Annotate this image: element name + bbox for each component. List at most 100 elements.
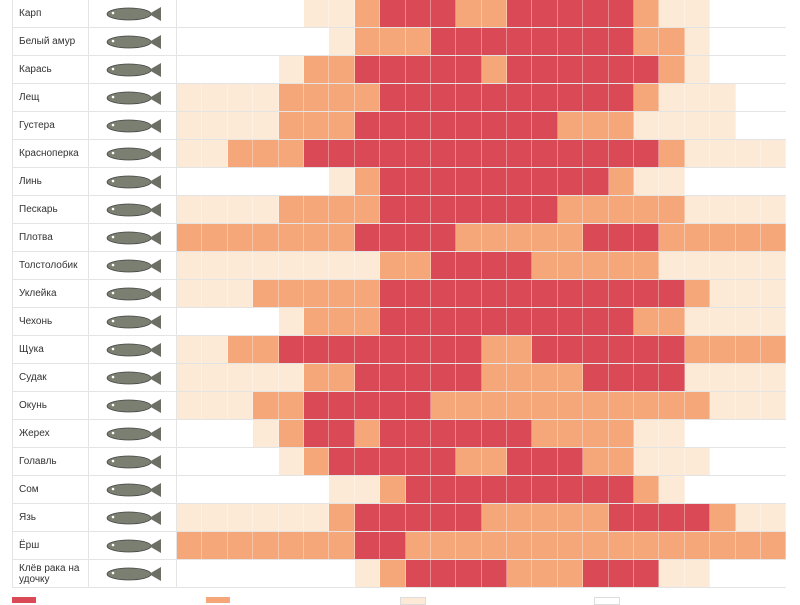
bite-cell [278, 168, 304, 195]
fish-name: Лещ [12, 84, 88, 111]
fish-row: Голавль [12, 448, 787, 476]
bite-cell [557, 0, 584, 27]
fish-row: Лещ [12, 84, 787, 112]
bite-cell [430, 476, 457, 503]
bite-cell [227, 280, 254, 307]
bite-cell [507, 308, 533, 335]
bite-cell [354, 168, 381, 195]
bite-cell [202, 0, 228, 27]
bite-cell [177, 140, 203, 167]
bite-cell [583, 280, 609, 307]
bite-cell [684, 0, 711, 27]
fish-row: Судак [12, 364, 787, 392]
bite-cell [557, 112, 584, 139]
bite-cell [405, 252, 431, 279]
bite-cell [227, 476, 254, 503]
bite-cell [735, 336, 761, 363]
bite-cell [227, 532, 254, 559]
bite-cell [710, 336, 736, 363]
bite-cell [557, 560, 584, 587]
bite-cell [253, 140, 279, 167]
bite-cell [278, 532, 304, 559]
bite-cell [354, 364, 381, 391]
bite-cell [303, 280, 330, 307]
bite-cell [202, 532, 228, 559]
bite-cell [760, 336, 787, 363]
bite-cell [177, 504, 203, 531]
fish-row: Язь [12, 504, 787, 532]
bite-cell [710, 224, 736, 251]
bite-cell [278, 308, 304, 335]
bite-cell [202, 140, 228, 167]
bite-cell [430, 448, 457, 475]
bite-cell [507, 28, 533, 55]
bite-cell [177, 224, 203, 251]
fish-name: Уклейка [12, 280, 88, 307]
bite-cell [405, 560, 431, 587]
bite-cell [405, 140, 431, 167]
legend-swatch [594, 597, 620, 605]
fish-name: Карп [12, 0, 88, 27]
bite-cell [481, 224, 508, 251]
bite-cell [380, 196, 406, 223]
bite-cell [481, 84, 508, 111]
bite-cell [354, 140, 381, 167]
bite-cell [380, 448, 406, 475]
bite-cell [278, 56, 304, 83]
bite-cell [329, 196, 355, 223]
bite-cell [380, 336, 406, 363]
bite-cell [278, 448, 304, 475]
bite-cell [430, 140, 457, 167]
fish-row: Толстолобик [12, 252, 787, 280]
bite-cell [177, 252, 203, 279]
fish-icon [106, 202, 161, 217]
bite-cell [659, 0, 685, 27]
fish-icon [106, 538, 161, 553]
bite-cell [608, 56, 635, 83]
fish-image [88, 364, 177, 391]
bite-cell [202, 56, 228, 83]
bite-cell [684, 308, 711, 335]
bite-cell [456, 168, 482, 195]
bite-cell [303, 112, 330, 139]
bite-cell [608, 504, 635, 531]
bite-cell [202, 84, 228, 111]
bite-cell [608, 28, 635, 55]
bite-cell [253, 392, 279, 419]
bite-cell [456, 364, 482, 391]
fish-row: Жерех [12, 420, 787, 448]
fish-name: Клёв рака на удочку [12, 560, 88, 587]
bite-cell [634, 280, 660, 307]
bite-cell [278, 112, 304, 139]
bite-cell [684, 504, 711, 531]
bite-cell [303, 504, 330, 531]
bite-cell [481, 140, 508, 167]
bite-cell [710, 112, 736, 139]
fish-name: Жерех [12, 420, 88, 447]
bite-cell [507, 56, 533, 83]
bite-cell [227, 420, 254, 447]
bite-cell [557, 196, 584, 223]
fish-icon [106, 258, 161, 273]
bite-cell [177, 56, 203, 83]
bite-cell [354, 448, 381, 475]
bite-cell [456, 504, 482, 531]
bite-cell [202, 280, 228, 307]
fish-icon [106, 6, 161, 21]
fish-row: Карп [12, 0, 787, 28]
bite-cell [202, 28, 228, 55]
bite-cell [354, 252, 381, 279]
bite-cell [760, 224, 787, 251]
bite-cell [507, 532, 533, 559]
bite-cell [659, 84, 685, 111]
bite-cell [253, 168, 279, 195]
bite-cell [608, 84, 635, 111]
bite-cell [177, 560, 203, 587]
fish-icon [106, 34, 161, 49]
bite-cell [227, 224, 254, 251]
bite-cell [430, 336, 457, 363]
bite-cell [608, 392, 635, 419]
bite-cell [532, 140, 558, 167]
bite-cell [177, 112, 203, 139]
bite-cell [380, 420, 406, 447]
